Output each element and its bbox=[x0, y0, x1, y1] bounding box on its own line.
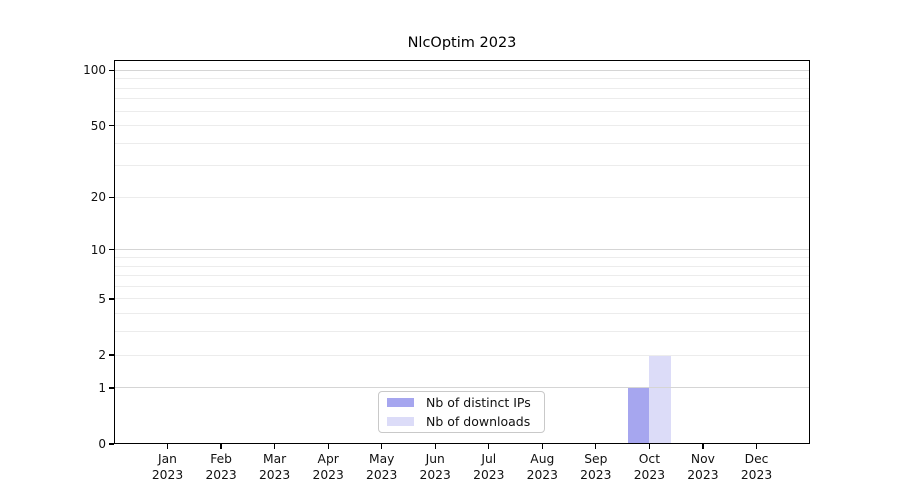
gridline-minor bbox=[115, 125, 809, 126]
y-axis-tick-label: 10 bbox=[90, 242, 106, 257]
gridline-minor bbox=[115, 98, 809, 100]
x-axis-tick bbox=[488, 444, 490, 449]
gridline-minor bbox=[115, 354, 809, 356]
gridline-minor bbox=[115, 78, 809, 80]
y-axis-tick bbox=[109, 298, 114, 300]
bar-distinct-ips bbox=[627, 387, 650, 444]
gridline-major bbox=[115, 249, 809, 251]
x-axis-tick bbox=[755, 444, 758, 449]
x-axis-tick-label: Aug 2023 bbox=[526, 452, 558, 482]
bar-downloads bbox=[649, 355, 671, 444]
y-axis-tick-label: 0 bbox=[98, 437, 106, 451]
x-axis-tick-label: Mar 2023 bbox=[258, 452, 291, 482]
plot-box bbox=[114, 60, 810, 444]
legend-swatch bbox=[387, 397, 414, 408]
y-axis-tick-label: 100 bbox=[83, 63, 106, 78]
gridline-major bbox=[115, 387, 809, 389]
x-axis-tick-label: Nov 2023 bbox=[687, 452, 719, 482]
y-axis-tick bbox=[109, 69, 114, 71]
y-axis-tick-label: 1 bbox=[98, 380, 106, 395]
y-axis-tick bbox=[109, 443, 114, 445]
legend-swatch bbox=[387, 416, 414, 427]
x-axis-tick-label: Feb 2023 bbox=[205, 452, 237, 482]
legend-label: Nb of downloads bbox=[426, 414, 531, 429]
legend: Nb of distinct IPs Nb of downloads bbox=[378, 391, 545, 433]
chart-title: NlcOptim 2023 bbox=[407, 35, 517, 51]
x-axis-tick-label: May 2023 bbox=[366, 452, 398, 482]
y-axis-tick-label: 50 bbox=[90, 118, 106, 133]
gridline-minor bbox=[115, 275, 809, 277]
gridline-minor bbox=[115, 265, 809, 267]
y-axis-tick bbox=[109, 196, 114, 199]
y-axis-tick bbox=[109, 249, 114, 251]
gridline-major bbox=[115, 69, 809, 71]
y-axis-tick bbox=[109, 387, 114, 389]
y-axis-tick-label: 5 bbox=[98, 291, 106, 306]
y-axis-tick bbox=[109, 124, 114, 127]
gridline-minor bbox=[115, 285, 809, 287]
x-axis-tick bbox=[648, 444, 651, 449]
x-axis-tick bbox=[273, 444, 276, 449]
x-axis-tick bbox=[434, 444, 436, 449]
x-axis-tick bbox=[327, 444, 329, 449]
gridline-minor bbox=[115, 257, 809, 258]
x-axis-tick bbox=[595, 444, 597, 449]
x-axis-tick bbox=[381, 444, 383, 449]
x-axis-tick-label: Oct 2023 bbox=[633, 452, 666, 482]
x-axis-tick-label: Dec 2023 bbox=[740, 452, 773, 482]
legend-label: Nb of distinct IPs bbox=[426, 395, 531, 410]
x-axis-tick-label: Sep 2023 bbox=[580, 452, 612, 482]
x-axis-tick bbox=[166, 444, 169, 449]
gridline-minor bbox=[115, 87, 809, 89]
gridline-minor bbox=[115, 142, 809, 144]
x-axis-tick bbox=[220, 444, 222, 449]
x-axis-tick-label: Jul 2023 bbox=[473, 452, 505, 482]
x-axis-tick-label: Apr 2023 bbox=[312, 452, 344, 482]
x-axis-tick bbox=[702, 444, 704, 449]
y-axis-tick-label: 20 bbox=[90, 190, 106, 205]
gridline-minor bbox=[115, 313, 809, 315]
y-axis-tick-label: 2 bbox=[98, 348, 106, 362]
gridline-minor bbox=[115, 331, 809, 333]
gridline-minor bbox=[115, 110, 809, 112]
x-axis-tick-label: Jan 2023 bbox=[151, 452, 184, 482]
gridline-minor bbox=[115, 298, 809, 300]
x-axis-tick bbox=[541, 444, 543, 449]
legend-entry: Nb of downloads bbox=[387, 414, 544, 429]
gridline-minor bbox=[115, 196, 809, 198]
y-axis-tick bbox=[109, 354, 114, 356]
gridline-minor bbox=[115, 165, 809, 167]
legend-entry: Nb of distinct IPs bbox=[387, 395, 544, 410]
x-axis-tick-label: Jun 2023 bbox=[419, 452, 451, 482]
